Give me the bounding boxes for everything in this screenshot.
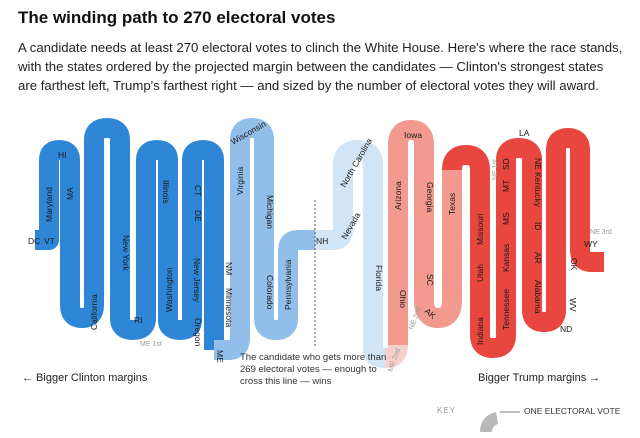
state-label-co: Colorado xyxy=(265,275,275,310)
state-label-il: Illinois xyxy=(161,180,171,204)
state-label-or: Oregon xyxy=(193,318,203,347)
state-label-ne3: NE 3rd xyxy=(590,229,612,236)
state-label-nd: ND xyxy=(560,324,572,334)
clinton-lean-band xyxy=(214,118,315,360)
key-label: KEY xyxy=(437,406,457,415)
state-label-ne1: NE 1st xyxy=(492,159,499,180)
state-label-ny: New York xyxy=(121,235,131,272)
state-label-pa: Pennsylvania xyxy=(283,259,293,310)
state-label-fl: Florida xyxy=(374,265,384,291)
state-label-wy: WY xyxy=(584,239,598,249)
state-label-in: Indiana xyxy=(475,317,485,345)
state-label-md: Maryland xyxy=(44,187,54,222)
state-label-ne: NE xyxy=(533,158,543,170)
state-label-nh: NH xyxy=(316,236,328,246)
state-label-la: LA xyxy=(519,128,530,138)
key-item-label: ONE ELECTORAL VOTE xyxy=(524,406,621,416)
state-label-vt: VT xyxy=(44,236,55,246)
clinton-strong-path xyxy=(35,118,224,350)
state-label-ms: MS xyxy=(501,212,511,225)
state-label-mt: MT xyxy=(501,180,511,192)
state-label-dc: DC xyxy=(28,236,40,246)
clinton-lean-path xyxy=(214,118,315,360)
state-label-wv: WV xyxy=(568,298,578,312)
state-label-az: Arizona xyxy=(393,181,403,210)
state-label-nj: New Jersey xyxy=(192,258,202,303)
trump-lean-path xyxy=(388,120,462,345)
state-label-ma: MA xyxy=(65,187,75,200)
clinton-tilt-band xyxy=(315,140,386,368)
state-label-va: Virginia xyxy=(235,167,245,195)
intro-text: A candidate needs at least 270 electoral… xyxy=(18,40,623,93)
state-label-ks: Kansas xyxy=(501,244,511,272)
state-label-ok: OK xyxy=(569,258,579,271)
state-label-de: DE xyxy=(193,210,203,222)
state-label-ia: Iowa xyxy=(404,130,422,140)
state-label-tx: Texas xyxy=(447,193,457,215)
state-label-sc: SC xyxy=(425,274,435,286)
trump-margin-label: Bigger Trump margins → xyxy=(478,372,601,384)
state-label-mo: Missouri xyxy=(475,213,485,245)
state-label-ri: RI xyxy=(134,315,143,325)
state-label-me1: ME 1st xyxy=(140,341,162,348)
state-label-id: ID xyxy=(533,222,543,231)
state-label-me: ME xyxy=(215,350,225,363)
state-label-sd: SD xyxy=(501,158,511,170)
key-segment-icon xyxy=(480,412,498,432)
state-label-ga: Georgia xyxy=(425,182,435,213)
threshold-note: The candidate who gets more than 269 ele… xyxy=(240,352,387,387)
state-label-ky: Kentucky xyxy=(533,172,543,208)
state-label-mn: Minnesota xyxy=(224,288,234,327)
trump-strong-path xyxy=(442,128,604,358)
clinton-margin-label: ← Bigger Clinton margins xyxy=(22,372,148,384)
state-label-ar: AR xyxy=(533,252,543,264)
state-label-hi: HI xyxy=(58,150,67,160)
state-label-nm: NM xyxy=(224,262,234,275)
clinton-tilt-path xyxy=(315,140,386,368)
clinton-strong-band xyxy=(35,118,224,350)
state-label-mi: Michigan xyxy=(265,195,275,229)
state-label-wa: Washington xyxy=(164,267,174,312)
state-label-oh: Ohio xyxy=(398,290,408,308)
state-label-tn: Tennessee xyxy=(501,289,511,330)
state-label-ct: CT xyxy=(193,185,203,196)
trump-lean-band xyxy=(388,120,462,345)
state-label-ut: Utah xyxy=(475,264,485,282)
key-marker xyxy=(480,411,520,432)
page-title: The winding path to 270 electoral votes xyxy=(18,8,336,27)
state-label-al: Alabama xyxy=(533,280,543,314)
trump-strong-band xyxy=(442,128,604,358)
state-label-ca: California xyxy=(89,294,99,330)
